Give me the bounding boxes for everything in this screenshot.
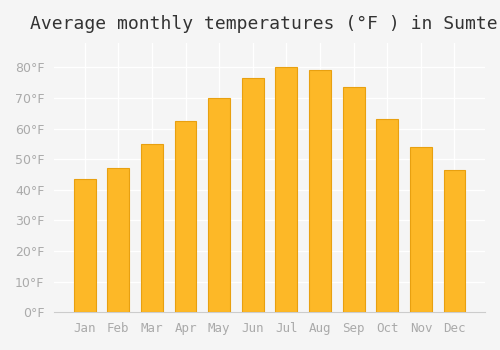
Bar [74, 179, 96, 312]
Bar [309, 70, 331, 312]
Bar [276, 68, 297, 312]
Title: Average monthly temperatures (°F ) in Sumter: Average monthly temperatures (°F ) in Su… [30, 15, 500, 33]
Bar [410, 147, 432, 312]
Bar [242, 78, 264, 312]
Bar [444, 170, 466, 312]
Bar [141, 144, 163, 312]
Bar [208, 98, 230, 312]
Bar [108, 168, 130, 312]
Bar [376, 119, 398, 312]
Bar [174, 121, 197, 312]
Bar [342, 87, 364, 312]
